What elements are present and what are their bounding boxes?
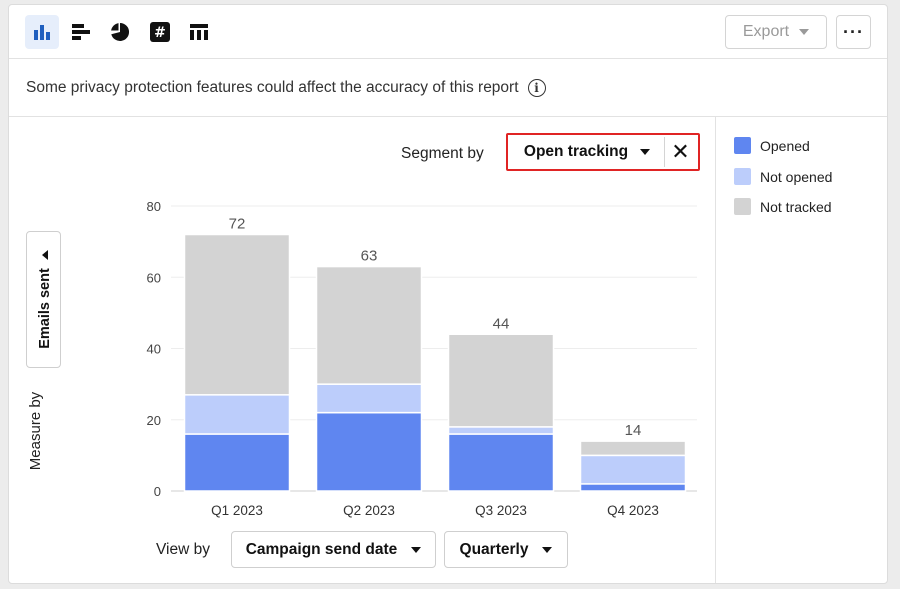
bar-segment-opened — [315, 411, 423, 492]
bar-chart-icon[interactable] — [25, 15, 59, 49]
bar-segment-not-tracked — [183, 233, 291, 396]
close-icon: ✕ — [671, 139, 690, 164]
bar-segment-opened — [183, 433, 291, 492]
clear-segment-button[interactable]: ✕ — [664, 137, 696, 167]
view-by-label: View by — [156, 541, 210, 558]
svg-text:#: # — [154, 25, 166, 41]
bar-segment-not-opened — [315, 383, 423, 414]
bar-total-label: 72 — [229, 216, 246, 233]
granularity-value: Quarterly — [459, 540, 529, 558]
bar-segment-not-tracked — [447, 333, 555, 428]
measure-dropdown[interactable]: Emails sent — [26, 231, 61, 368]
bar-total-label: 14 — [625, 422, 642, 439]
y-tick-label: 80 — [147, 199, 161, 214]
view-by-dimension-dropdown[interactable]: Campaign send date — [231, 531, 436, 568]
number-icon[interactable]: # — [143, 15, 177, 49]
legend-swatch — [734, 198, 751, 215]
y-tick-label: 0 — [154, 484, 161, 499]
chevron-down-icon — [411, 546, 422, 553]
privacy-notice-text: Some privacy protection features could a… — [26, 78, 519, 96]
bar-segment-not-opened — [579, 454, 687, 485]
more-options-button[interactable]: ··· — [836, 15, 871, 49]
export-label: Export — [742, 23, 790, 40]
measure-value: Emails sent — [36, 268, 53, 349]
bar-segment-opened — [447, 433, 555, 492]
legend-item-not-opened[interactable]: Not opened — [734, 168, 832, 185]
x-tick-label: Q2 2023 — [343, 503, 395, 518]
bar-segment-not-tracked — [579, 440, 687, 457]
chevron-down-icon — [542, 546, 553, 553]
segment-control: Open tracking ✕ — [506, 133, 700, 171]
legend-label: Not opened — [760, 168, 833, 185]
view-dimension-value: Campaign send date — [245, 540, 398, 558]
export-button[interactable]: Export — [725, 15, 827, 49]
legend-item-opened[interactable]: Opened — [734, 137, 810, 154]
legend-label: Opened — [760, 137, 810, 154]
privacy-notice: Some privacy protection features could a… — [9, 59, 887, 117]
bar-total-label: 44 — [493, 315, 510, 332]
legend-swatch — [734, 137, 751, 154]
chevron-right-icon — [41, 250, 48, 261]
segment-dropdown[interactable]: Open tracking — [510, 137, 664, 167]
legend: Opened Not opened Not tracked — [715, 117, 887, 583]
legend-swatch — [734, 168, 751, 185]
bar-segment-not-opened — [447, 426, 555, 435]
segment-by-label: Segment by — [401, 145, 484, 162]
y-tick-label: 40 — [147, 342, 161, 357]
horizontal-bar-icon[interactable] — [64, 15, 98, 49]
y-tick-label: 60 — [147, 270, 161, 285]
info-icon[interactable]: i — [527, 78, 546, 97]
stacked-bar-chart: 0 20 40 60 80 72 Q1 2023 63 Q2 2023 44 Q3 2023 14 Q4… — [147, 199, 697, 518]
table-icon[interactable] — [182, 15, 216, 49]
legend-label: Not tracked — [760, 198, 832, 215]
y-tick-label: 20 — [147, 413, 161, 428]
legend-item-not-tracked[interactable]: Not tracked — [734, 198, 832, 215]
chart-type-toolbar: # Export ··· — [9, 5, 887, 59]
bar-segment-not-opened — [183, 394, 291, 435]
report-card: # Export ··· Some privacy protection fea… — [8, 4, 888, 584]
x-tick-label: Q3 2023 — [475, 503, 527, 518]
measure-by-label: Measure by — [27, 391, 44, 471]
chevron-down-icon — [799, 29, 810, 35]
bar-segment-opened — [579, 483, 687, 492]
bar-total-label: 63 — [361, 248, 378, 265]
x-tick-label: Q4 2023 — [607, 503, 659, 518]
x-tick-label: Q1 2023 — [211, 503, 263, 518]
pie-chart-icon[interactable] — [103, 15, 137, 49]
bar-segment-not-tracked — [315, 265, 423, 385]
segment-value: Open tracking — [523, 143, 629, 160]
chevron-down-icon — [640, 149, 651, 155]
measure-dropdown-content: Emails sent — [27, 232, 62, 369]
ellipsis-icon: ··· — [843, 21, 864, 42]
granularity-dropdown[interactable]: Quarterly — [444, 531, 568, 568]
